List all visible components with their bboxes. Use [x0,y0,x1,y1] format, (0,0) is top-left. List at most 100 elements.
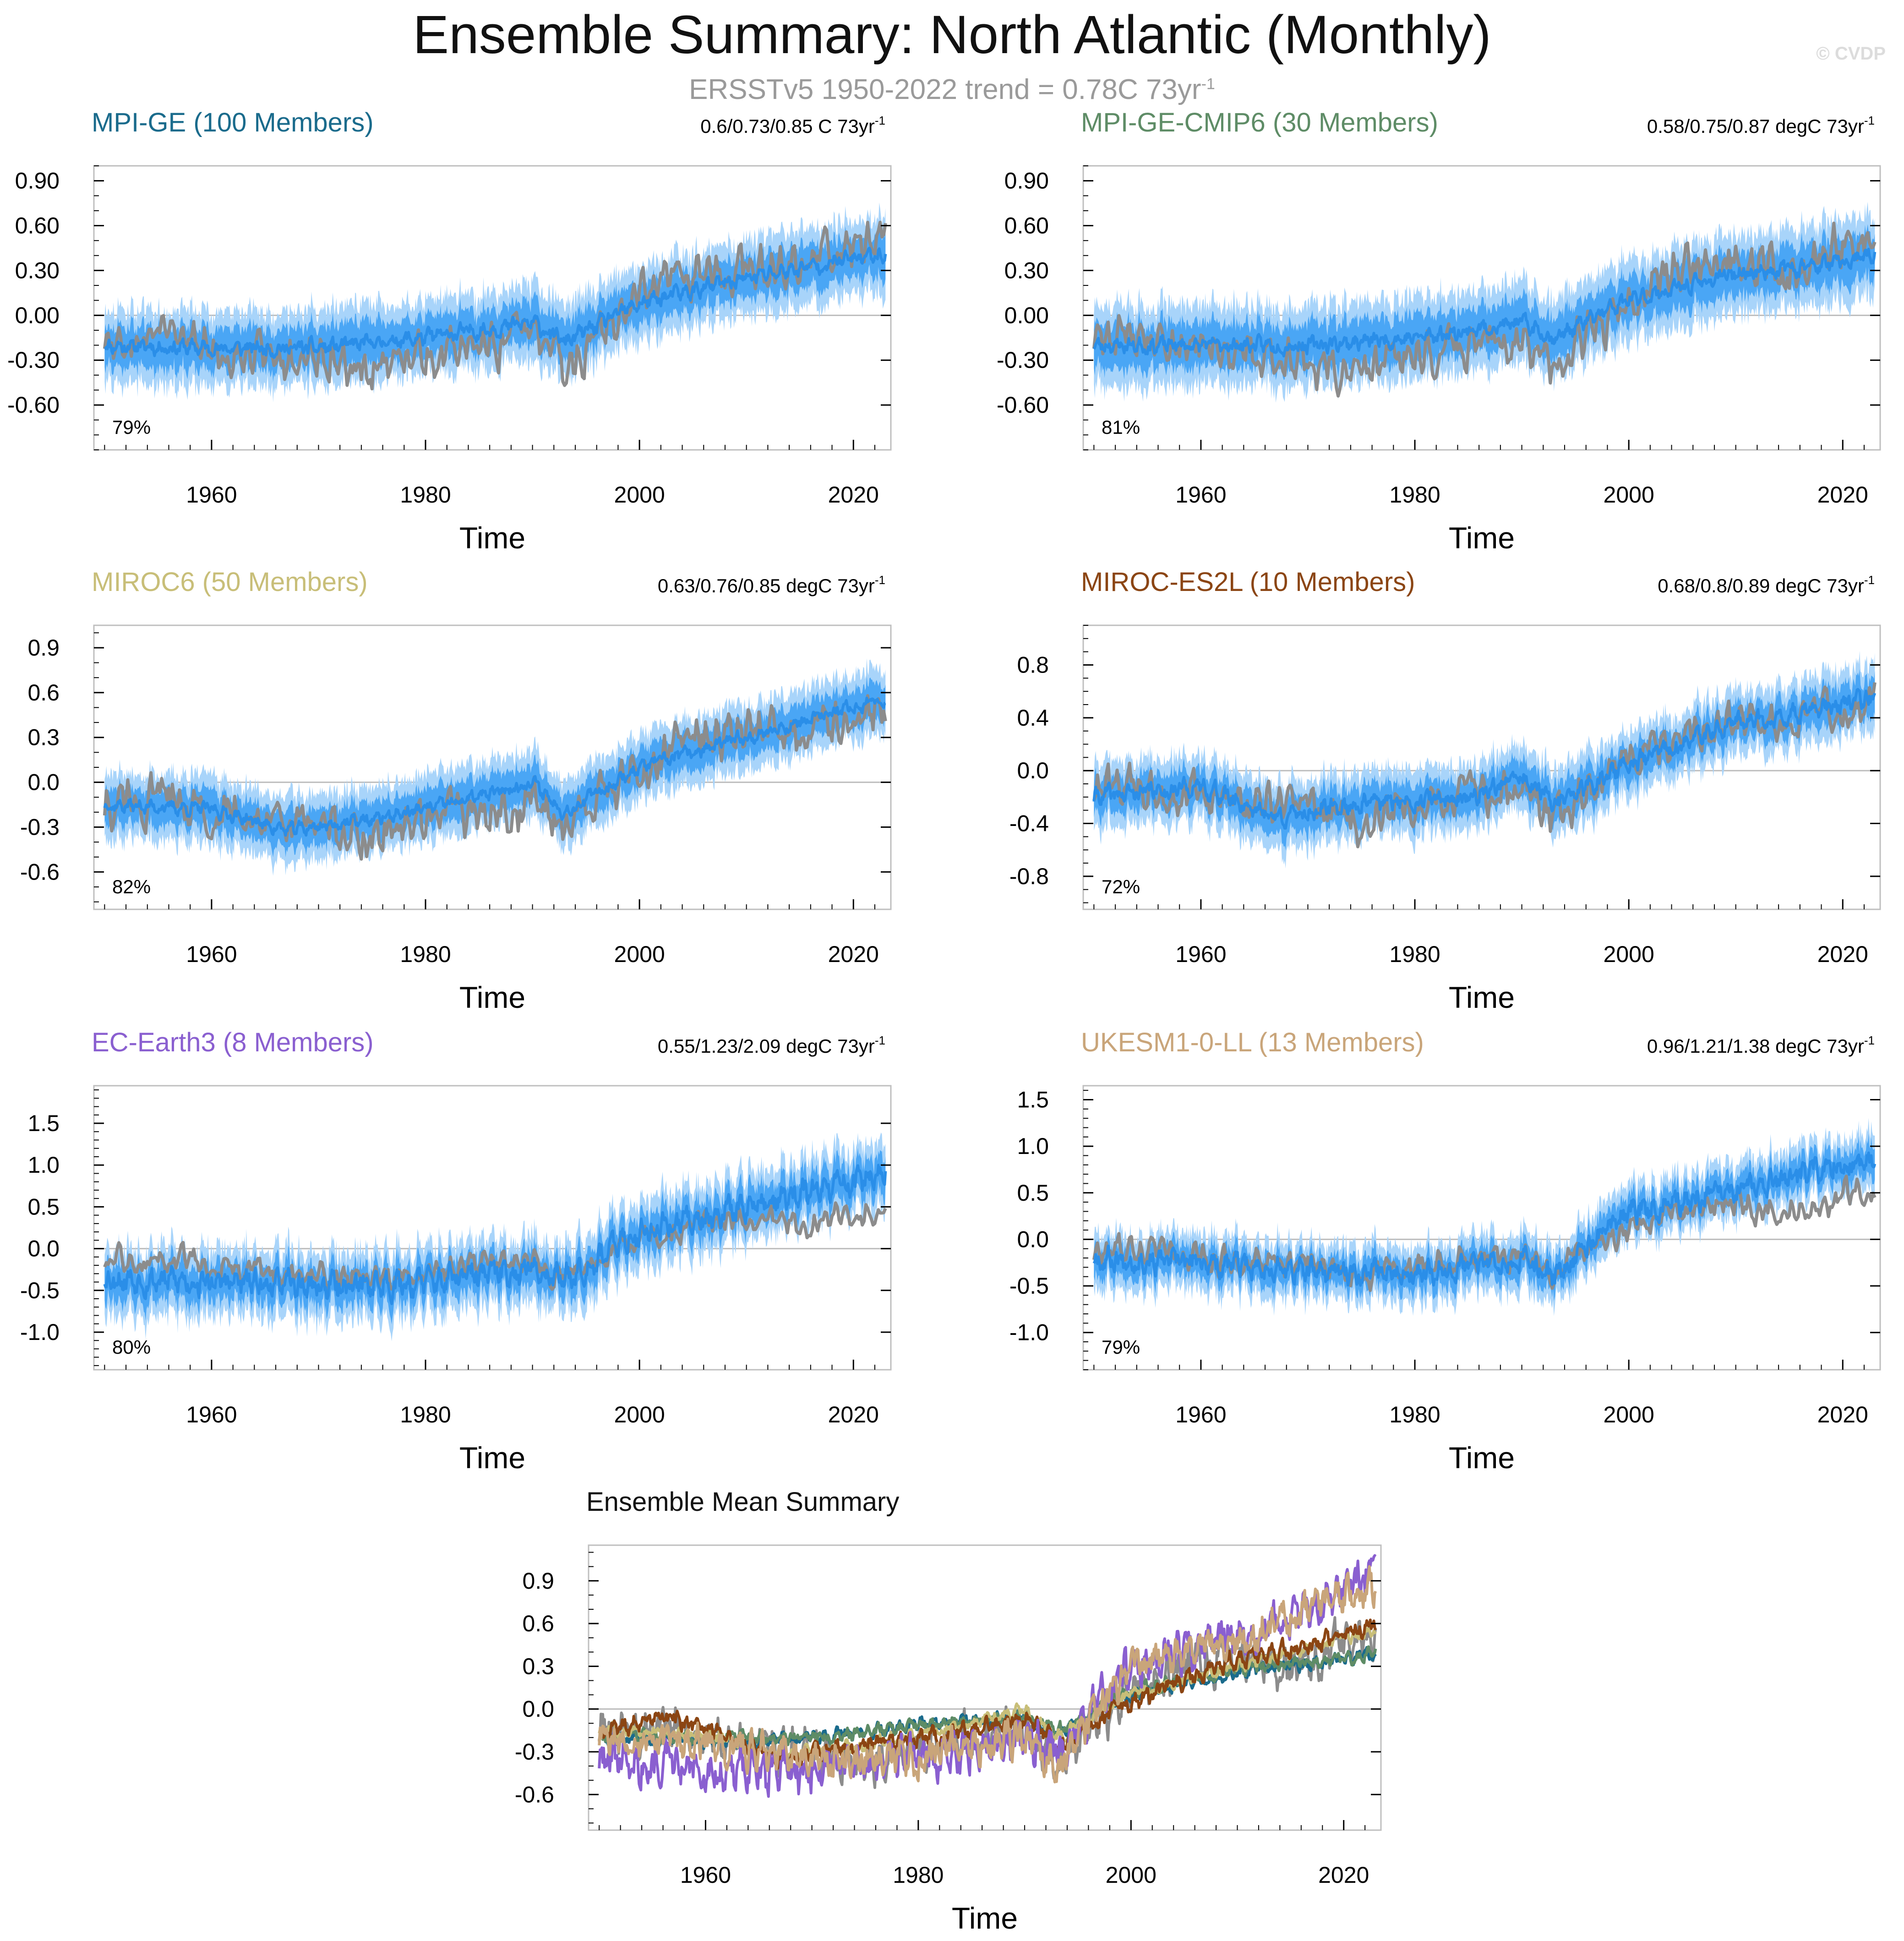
y-tick-label: 1.5 [1017,1087,1049,1112]
x-tick-label: 1980 [893,1862,944,1888]
y-tick-label: 0.90 [15,168,60,194]
figure-title: Ensemble Summary: North Atlantic (Monthl… [413,5,1491,65]
trend-exponent: -1 [1864,1033,1875,1047]
x-tick-label: 1960 [1175,482,1226,508]
x-axis-title: Time [1449,521,1515,555]
y-tick-label: 0.5 [1017,1180,1049,1206]
trend-exponent: -1 [875,114,885,127]
y-tick-label: 0.60 [15,213,60,239]
x-tick-label: 2000 [614,941,665,967]
x-tick-label: 1980 [1389,941,1440,967]
plot-frame [588,1544,1382,1831]
x-tick-label: 2020 [828,482,879,508]
y-tick-label: -0.6 [515,1782,554,1807]
panel-title: Ensemble Mean Summary [586,1487,899,1517]
y-tick-label: 1.5 [27,1110,60,1136]
y-tick-label: 0.6 [27,680,60,705]
trend-text: 0.63/0.76/0.85 degC 73yr [658,575,875,596]
trend-exponent: -1 [875,1033,885,1047]
series-line-ukesm1-0-ll [598,1565,1377,1783]
x-tick-label: 1960 [1175,941,1226,967]
plot-area [103,658,887,876]
ensemble-mean-line [103,696,886,837]
x-axis-title: Time [952,1901,1018,1935]
observed-series-line [103,694,887,861]
x-tick-label: 2020 [828,941,879,967]
percent-label: 80% [112,1336,151,1358]
figure-subtitle: ERSSTv5 1950-2022 trend = 0.78C 73yr-1 [0,73,1904,106]
chart-panel-7: 0.9 0.6 0.3 0.0 -0.3 -0.6 1960 1980 2000 2020 Time… [515,1487,1382,1935]
x-tick-label: 2020 [1817,941,1868,967]
trend-text: 0.6/0.73/0.85 C 73yr [700,115,875,137]
y-tick-label: -1.0 [20,1319,60,1345]
y-tick-label: 0.3 [27,725,60,750]
x-axis-title: Time [1449,1441,1515,1475]
y-tick-label: 1.0 [1017,1133,1049,1159]
x-tick-label: 2020 [1318,1862,1369,1888]
y-tick-label: -1.0 [1009,1320,1049,1345]
chart-panel-2: 0.90 0.60 0.30 0.00 -0.30 -0.60 1960 1980 2000 20… [997,108,1881,555]
percent-label: 82% [112,876,151,897]
percent-label: 81% [1102,416,1140,438]
trend-text: 0.68/0.8/0.89 degC 73yr [1658,575,1864,596]
chart-panel-5: 1.5 1.0 0.5 0.0 -0.5 -1.0 1960 1980 2000 2020 Time… [20,1028,892,1475]
trend-range-label: 0.55/1.23/2.09 degC 73yr-1 [658,1033,885,1057]
plot-area [103,202,887,403]
percent-label: 79% [1102,1336,1140,1358]
trend-text: 0.96/1.21/1.38 degC 73yr [1647,1035,1864,1057]
x-tick-label: 2000 [1604,941,1654,967]
x-axis-title: Time [459,980,525,1014]
plot-area [1092,202,1877,403]
plot-area [1092,1118,1877,1316]
panel-title: MPI-GE (100 Members) [92,108,374,137]
percent-label: 79% [112,416,151,438]
ensemble-mean-line [104,246,887,359]
x-tick-label: 1960 [186,482,237,508]
x-tick-label: 1980 [1389,1402,1440,1427]
plot-area [103,1132,887,1341]
y-tick-label: -0.8 [1009,864,1049,889]
percent-label: 72% [1102,876,1140,897]
x-tick-label: 2020 [1817,1402,1868,1427]
observed-series-line [1092,1175,1877,1292]
x-tick-label: 1980 [400,482,451,508]
y-tick-label: 1.0 [27,1152,60,1178]
panel-title: MIROC6 (50 Members) [92,567,368,597]
y-tick-label: 0.8 [1017,652,1049,678]
y-tick-label: -0.4 [1009,811,1049,837]
y-tick-label: 0.00 [1004,302,1049,328]
chart-panel-6: 1.5 1.0 0.5 0.0 -0.5 -1.0 1960 1980 2000 2020 Time… [1009,1028,1881,1475]
subtitle-exponent: -1 [1201,75,1215,93]
y-tick-label: -0.30 [997,347,1049,373]
subtitle-text: ERSSTv5 1950-2022 trend = 0.78C 73yr [689,74,1201,105]
x-tick-label: 1980 [400,1402,451,1427]
watermark-text: © CVDP [1816,44,1886,64]
y-tick-label: 0.30 [1004,257,1049,283]
chart-panel-4: 0.8 0.4 0.0 -0.4 -0.8 1960 1980 2000 2020 Time MIR… [1009,567,1881,1014]
y-tick-label: 0.6 [522,1611,554,1636]
ensemble-mean-line [1092,688,1877,830]
panel-title: UKESM1-0-LL (13 Members) [1081,1028,1424,1057]
y-tick-label: 0.3 [522,1653,554,1679]
trend-text: 0.55/1.23/2.09 degC 73yr [658,1035,875,1057]
x-tick-label: 1960 [186,1402,237,1427]
x-tick-label: 2000 [1106,1862,1157,1888]
y-tick-label: 0.0 [1017,758,1049,783]
y-tick-label: 0.9 [27,635,60,661]
plot-area [598,1554,1377,1798]
y-tick-label: 0.0 [27,1236,60,1262]
x-tick-label: 1960 [186,941,237,967]
chart-panel-1: 0.90 0.60 0.30 0.00 -0.30 -0.60 1960 1980 2000 20… [7,108,892,555]
ensemble-mean-line [103,1164,887,1305]
trend-range-label: 0.63/0.76/0.85 degC 73yr-1 [658,573,885,596]
x-tick-label: 2000 [614,482,665,508]
y-tick-label: -0.5 [1009,1273,1049,1299]
x-tick-label: 1960 [680,1862,731,1888]
trend-exponent: -1 [875,573,885,587]
x-tick-label: 2000 [1604,482,1654,508]
x-axis-title: Time [1449,980,1515,1014]
x-tick-label: 2020 [1817,482,1868,508]
y-tick-label: 0.00 [15,302,60,328]
y-tick-label: -0.30 [7,347,60,373]
